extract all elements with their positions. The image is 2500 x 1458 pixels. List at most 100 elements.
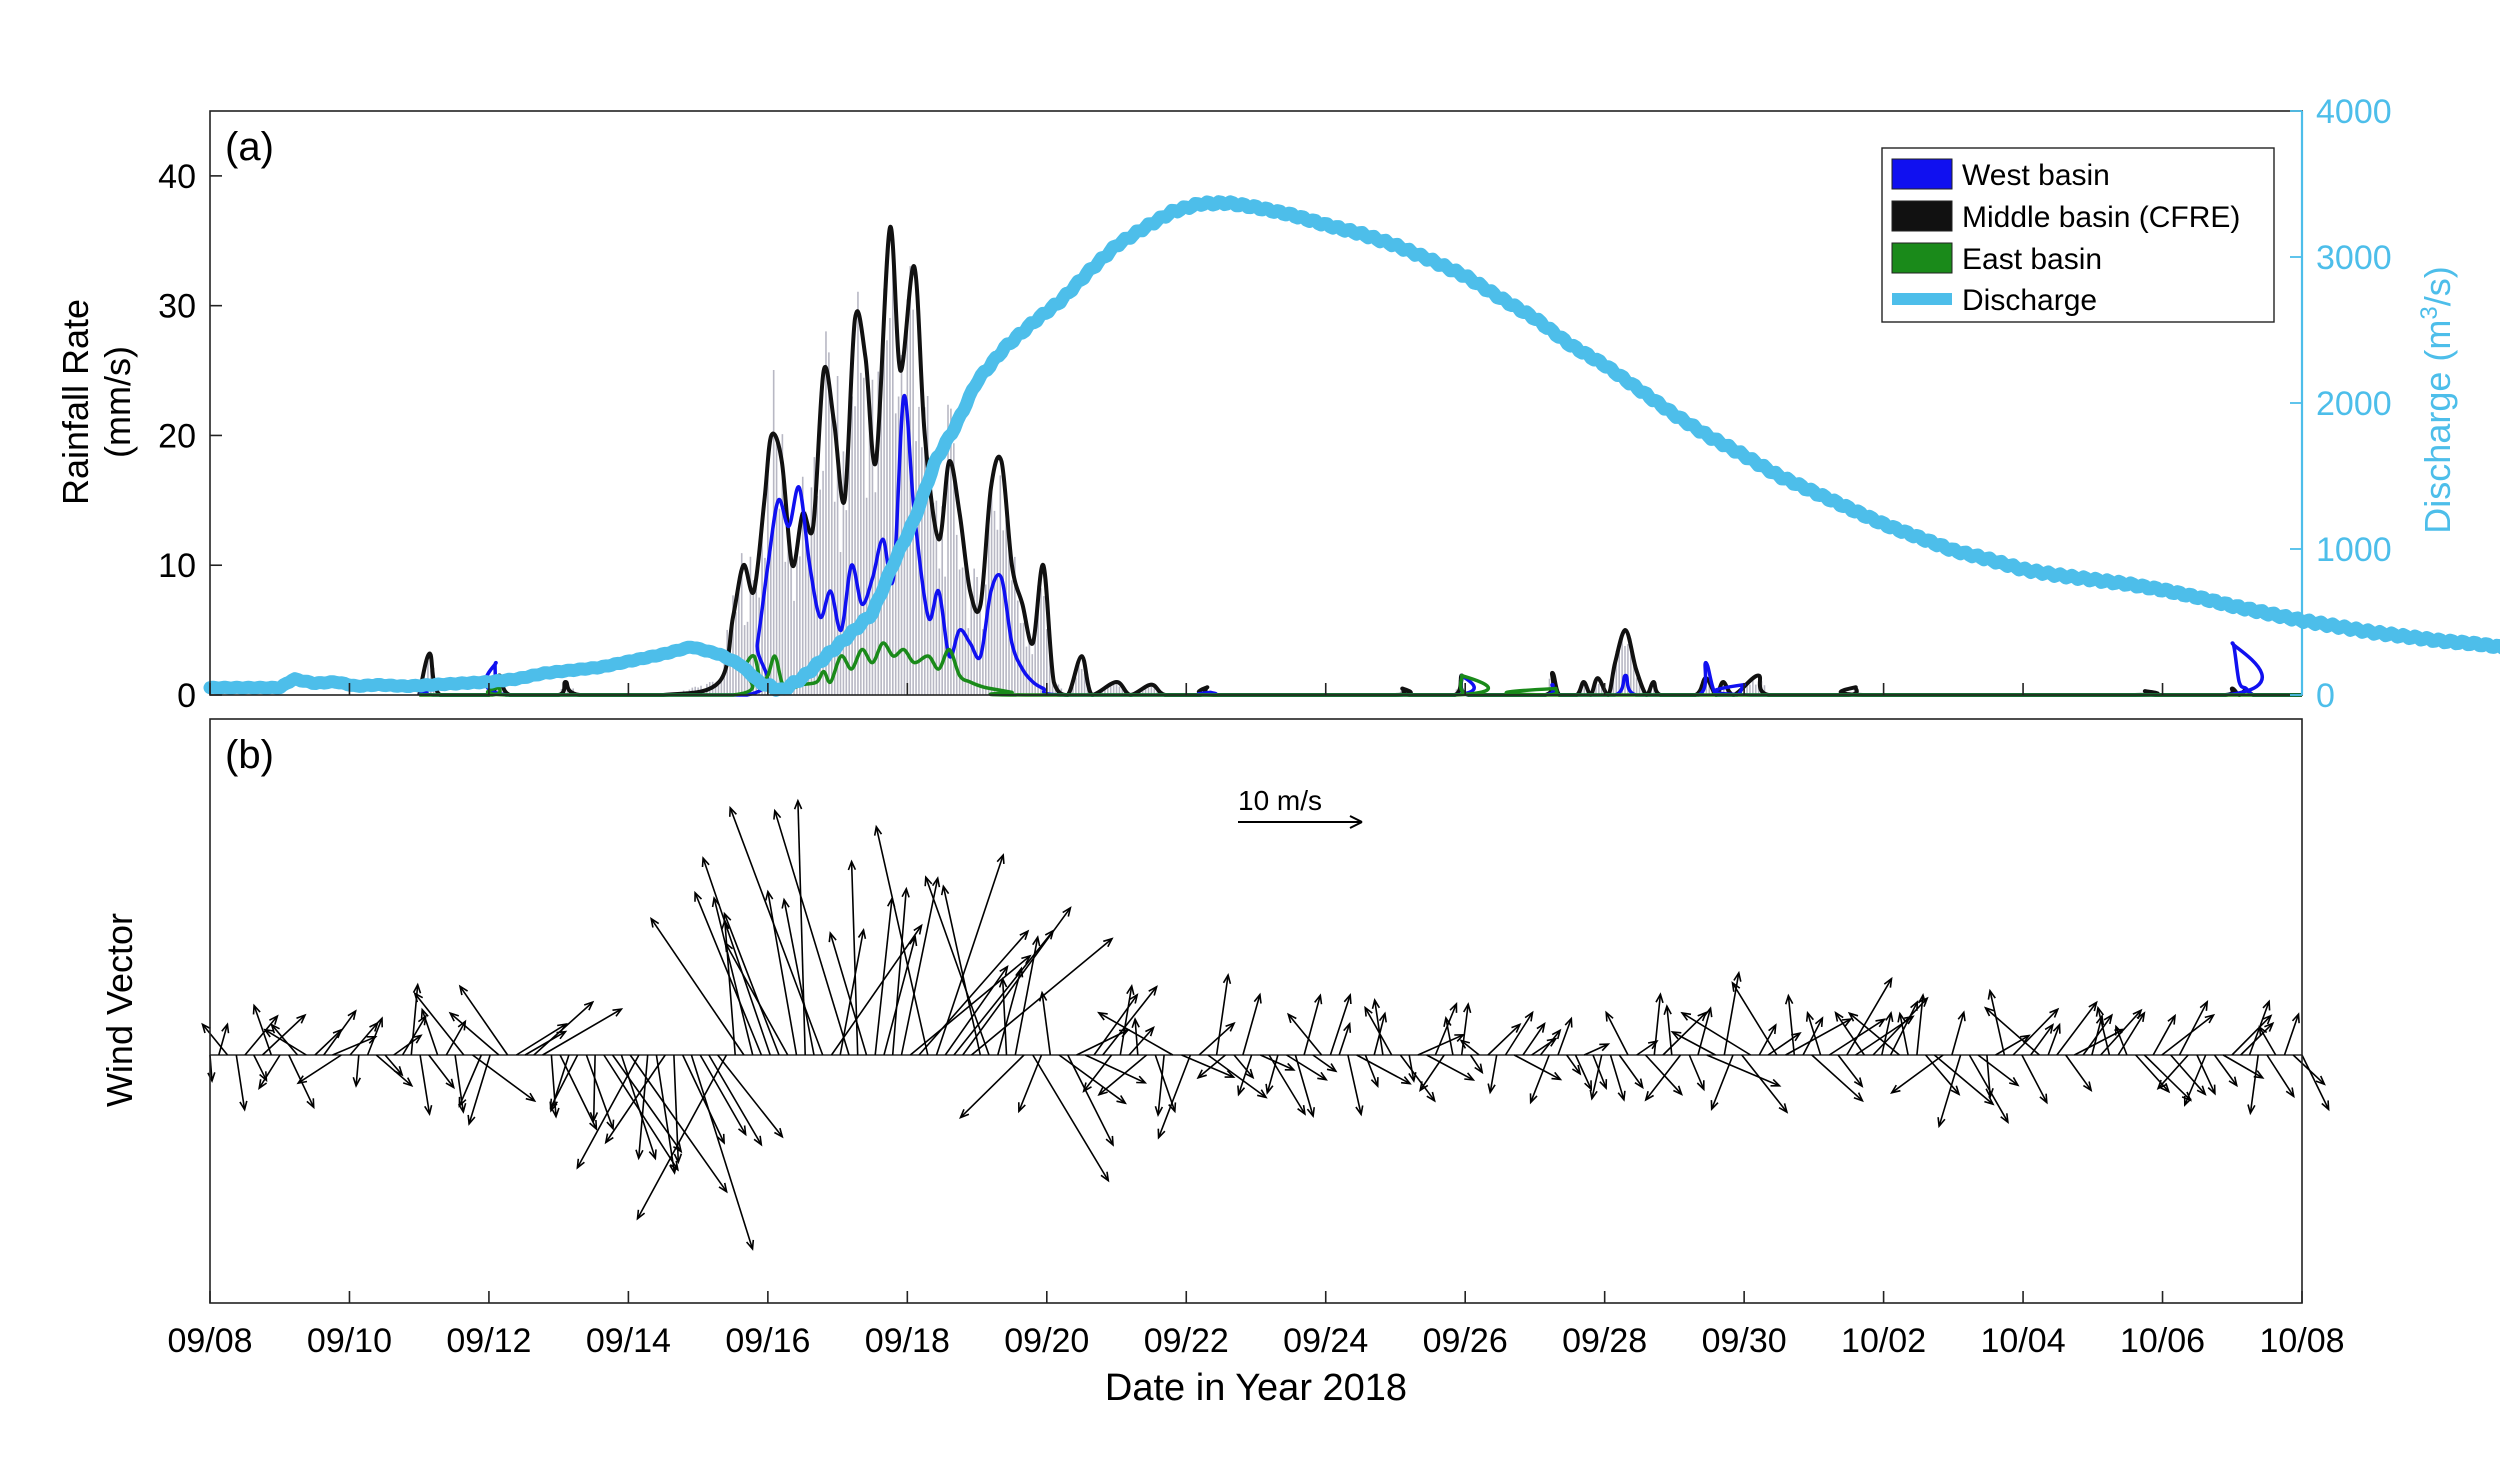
wind-vector [1848, 1012, 1900, 1056]
wind-vector-head [1306, 1107, 1315, 1119]
wind-vector-head [1154, 1106, 1164, 1117]
wind-vector [1001, 978, 1008, 1056]
wind-vector [2231, 1015, 2272, 1056]
wind-vector [393, 1034, 422, 1056]
wind-vector-head [1985, 1088, 1994, 1099]
wind-vector [723, 913, 780, 1056]
wind-vector-head [909, 935, 918, 947]
wind-vector-head [998, 976, 1008, 988]
wind-vector-head [413, 991, 424, 1003]
wind-vector-head [296, 1013, 307, 1024]
x-tick-label: 10/08 [2259, 1322, 2344, 1360]
wind-vector-head [458, 984, 469, 996]
wind-vector-head [467, 1114, 476, 1126]
wind-vector-head [1697, 1011, 1708, 1022]
wind-vector-head [1841, 1018, 1853, 1027]
wind-vector-head [402, 1077, 414, 1088]
wind-vector [1889, 1001, 1919, 1056]
wind-vector [1067, 1054, 1114, 1146]
panel-b-x-ticks [209, 1291, 2303, 1303]
wind-vector [1233, 1054, 1254, 1079]
wind-vector-head [576, 1158, 585, 1170]
wind-vector-head [457, 1102, 467, 1114]
wind-vector [774, 810, 850, 1056]
wind-vector [1846, 978, 1893, 1056]
wind-vector-head [1511, 1022, 1522, 1033]
wind-vector [690, 1054, 754, 1250]
wind-vector-head [718, 1182, 728, 1194]
wind-vector-head [924, 875, 933, 887]
wind-vector [1487, 1023, 1521, 1056]
wind-vector-head [1019, 929, 1030, 941]
wind-vector-head [959, 1108, 970, 1120]
wind-vector-head [2262, 999, 2271, 1011]
wind-vector-head [1257, 1089, 1268, 1099]
wind-vector-head [2204, 1013, 2216, 1024]
wind-vector-head [1314, 993, 1323, 1005]
wind-vector [1102, 986, 1158, 1056]
wind-vector-head [1145, 1026, 1155, 1037]
wind-vector [829, 932, 868, 1056]
wind-vector [2213, 1054, 2238, 1086]
wind-vector-head [1784, 993, 1794, 1005]
wind-vector-head [635, 1149, 644, 1161]
wind-vector [605, 1054, 666, 1143]
wind-vector-head [2095, 1005, 2105, 1017]
legend-label-east: East basin [1962, 243, 2102, 276]
wind-vector-head [753, 1135, 763, 1147]
wind-vector-head [1957, 1010, 1966, 1022]
wind-vector-head [525, 1092, 537, 1103]
x-tick-label: 10/06 [2120, 1322, 2205, 1360]
legend: West basin Middle basin (CFRE) East basi… [1881, 147, 2275, 323]
x-tick-label: 09/24 [1283, 1322, 1368, 1360]
x-tick-label: 09/10 [307, 1322, 392, 1360]
wind-vector [1445, 1017, 1454, 1056]
wind-vector [1522, 1023, 1546, 1056]
wind-vector [1489, 1054, 1498, 1093]
wind-vector [1134, 1019, 1139, 1056]
wind-vector-head [2247, 1104, 2256, 1116]
wind-vector [1014, 937, 1039, 1056]
wind-vector [1181, 1054, 1234, 1078]
wind-vector-head [258, 1079, 268, 1090]
wind-vector [592, 1054, 596, 1121]
wind-vector-head [913, 923, 923, 935]
wind-vector-head [551, 1107, 560, 1119]
x-tick-label: 09/14 [586, 1322, 671, 1360]
wind-vector-head [1426, 1091, 1436, 1103]
wind-vector-head [2044, 1023, 2055, 1034]
wind-vector-head [723, 911, 732, 923]
wind-vector-head [2019, 1034, 2031, 1044]
wind-vector [297, 1054, 342, 1084]
wind-vector [1083, 1054, 1113, 1092]
x-tick-label: 09/08 [167, 1322, 252, 1360]
wind-vector-head [1897, 1011, 1906, 1023]
wind-vector [468, 1054, 491, 1125]
wind-vector [944, 966, 1009, 1056]
wind-vector-head [1524, 1010, 1534, 1022]
wind-vector-head [765, 889, 774, 901]
wind-vector [1591, 1054, 1603, 1099]
wind-vector [1916, 995, 1924, 1056]
x-tick-label: 09/22 [1144, 1322, 1229, 1360]
wind-vector-head [1546, 1037, 1558, 1047]
wind-vector [2117, 1012, 2145, 1056]
wind-vector [1731, 982, 1778, 1056]
wind-vector [1287, 1013, 1323, 1056]
right-y-tick-label: 4000 [2316, 93, 2392, 131]
wind-vector [576, 1054, 640, 1169]
panel-b: (b) Wind Vector 10 m/s [99, 718, 2330, 1304]
wind-vector [375, 1054, 413, 1087]
wind-vector [1419, 1054, 1445, 1091]
legend-label-west: West basin [1962, 159, 2110, 192]
rainfall-series [417, 224, 2302, 698]
wind-vector [258, 1054, 281, 1089]
wind-vector-head [1038, 990, 1048, 1002]
wind-vector-head [873, 824, 883, 836]
wind-vector [1785, 1018, 1852, 1056]
left-y-axis-label-line1: Rainfall Rate [55, 299, 96, 505]
wind-vector [1609, 1054, 1625, 1101]
wind-vector [421, 1009, 439, 1056]
wind-vector-head [1326, 1063, 1338, 1073]
wind-vector [524, 1030, 566, 1056]
